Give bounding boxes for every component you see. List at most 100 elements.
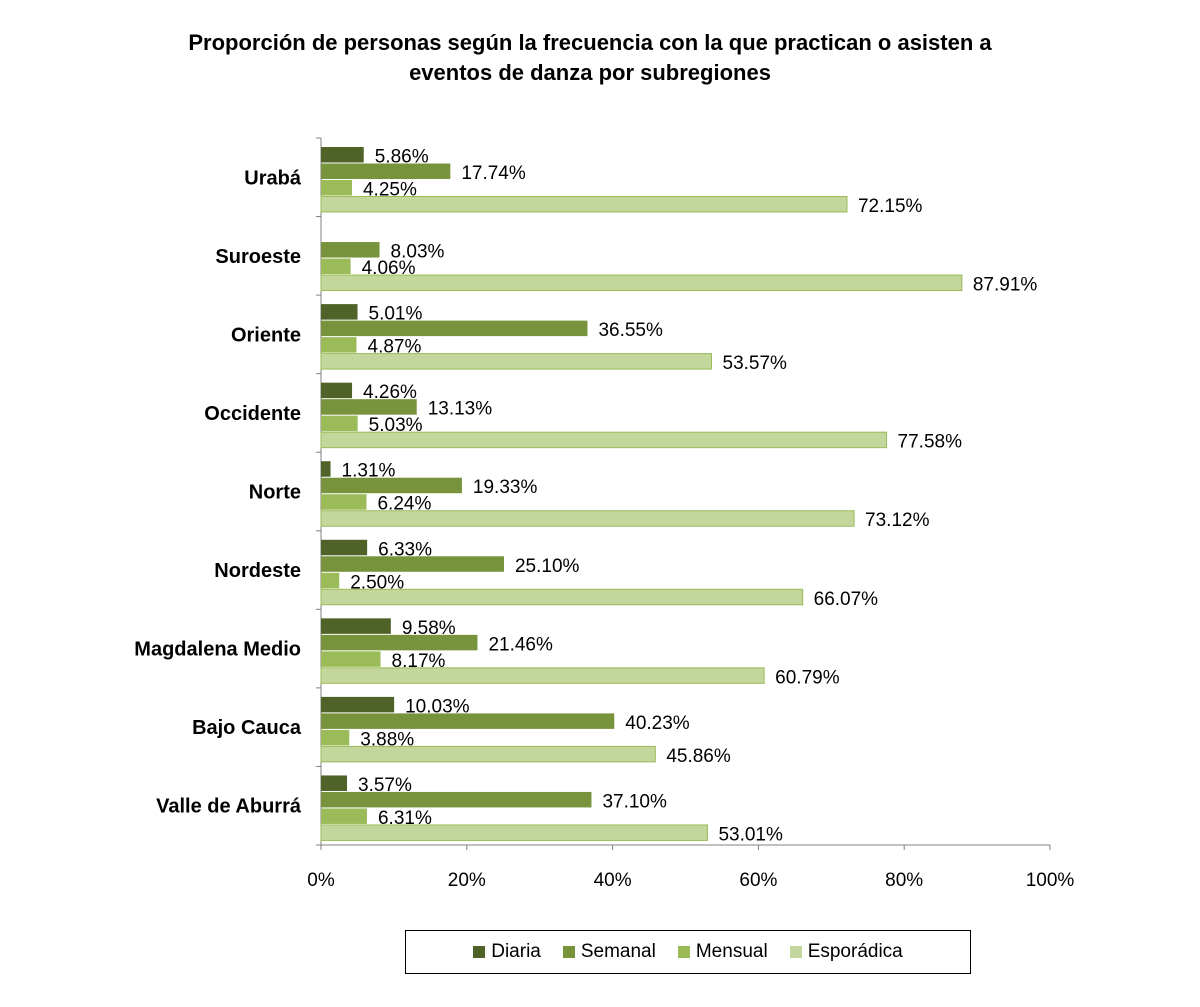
bar [321,651,381,667]
data-label: 6.24% [377,494,431,515]
bar [321,539,368,556]
bar [321,147,364,163]
bar [321,320,588,337]
bar [320,196,848,213]
bar [320,588,804,606]
bar [321,634,478,651]
bar [320,824,708,841]
x-tick-label: 60% [739,870,777,891]
legend-item: Diaria [473,941,541,963]
x-tick-label: 40% [594,870,632,891]
data-label: 40.23% [625,713,690,734]
legend-label: Mensual [695,941,768,962]
legend-label: Diaria [491,941,541,962]
bar [321,337,357,353]
legend-swatch [473,946,486,958]
data-label: 3.57% [358,775,412,796]
bar [321,415,358,432]
x-tick-label: 0% [307,870,335,891]
bar [321,775,348,791]
data-label: 25.10% [515,556,580,577]
bar [320,274,963,292]
bar [321,791,592,808]
data-label: 8.17% [392,651,446,672]
bar [321,461,331,477]
data-label: 17.74% [461,163,526,184]
data-label: 66.07% [814,589,879,610]
legend-label: Semanal [580,941,656,962]
data-label: 4.26% [363,382,417,403]
legend-item: Esporádica [789,941,903,963]
chart-title-line-2: eventos de danza por subregiones [409,60,771,85]
legend-item: Mensual [677,941,768,963]
data-label: 36.55% [598,320,663,341]
category-label: Bajo Cauca [192,717,302,739]
legend-label: Esporádica [807,941,903,962]
data-label: 60.79% [775,667,840,688]
legend: Diaria Semanal Mensual Esporádica [405,930,971,974]
bar [321,304,358,320]
bar [321,494,367,510]
data-label: 72.15% [858,196,923,217]
data-label: 8.03% [391,242,445,263]
category-label: Oriente [231,324,301,346]
data-label: 37.10% [602,791,667,812]
category-label: Urabá [244,167,302,189]
data-label: 77.58% [898,432,963,453]
chart-title: Proporción de personas según la frecuenc… [0,28,1180,88]
data-label: 53.57% [723,353,788,374]
data-label: 1.31% [342,461,396,482]
bar [321,618,391,634]
data-label: 5.03% [369,415,423,436]
legend-swatch [789,946,802,958]
data-label: 9.58% [402,618,456,639]
bar [321,399,417,415]
data-label: 3.88% [360,729,414,750]
bar [321,477,462,494]
data-label: 73.12% [865,510,930,531]
bar [320,745,656,763]
data-label: 6.33% [378,539,432,560]
bar [320,431,888,449]
data-label: 10.03% [405,696,470,717]
bar [320,353,713,370]
bar [320,667,765,684]
data-label: 4.06% [362,258,416,279]
data-label: 5.01% [369,304,423,325]
data-label: 2.50% [350,572,404,593]
category-label: Valle de Aburrá [156,796,302,818]
category-label: Suroeste [215,246,301,268]
category-label: Norte [249,482,301,504]
data-label: 45.86% [666,746,731,767]
bar [320,510,855,527]
bar [321,180,352,196]
data-label: 53.01% [718,824,783,845]
data-label: 4.87% [368,337,422,358]
chart-title-line-1: Proporción de personas según la frecuenc… [188,30,992,55]
bar [321,242,380,258]
data-label: 19.33% [473,477,538,498]
legend-item: Semanal [562,941,656,963]
bar [321,696,395,713]
category-label: Nordeste [214,560,301,582]
data-label: 5.86% [375,147,429,168]
data-label: 87.91% [973,275,1038,296]
bar [321,382,353,399]
bar [321,556,504,572]
category-label: Occidente [204,403,301,425]
bar [321,258,351,275]
data-label: 4.25% [363,180,417,201]
data-label: 6.31% [378,808,432,829]
bar [321,808,367,824]
category-label: Magdalena Medio [134,639,301,661]
legend-swatch [562,946,575,958]
x-tick-label: 20% [448,870,486,891]
x-tick-label: 80% [885,870,923,891]
data-label: 13.13% [428,399,493,420]
legend-swatch [677,946,690,958]
bar [321,572,340,589]
x-tick-label: 100% [1026,870,1075,891]
data-label: 21.46% [488,634,553,655]
bar [321,163,451,179]
